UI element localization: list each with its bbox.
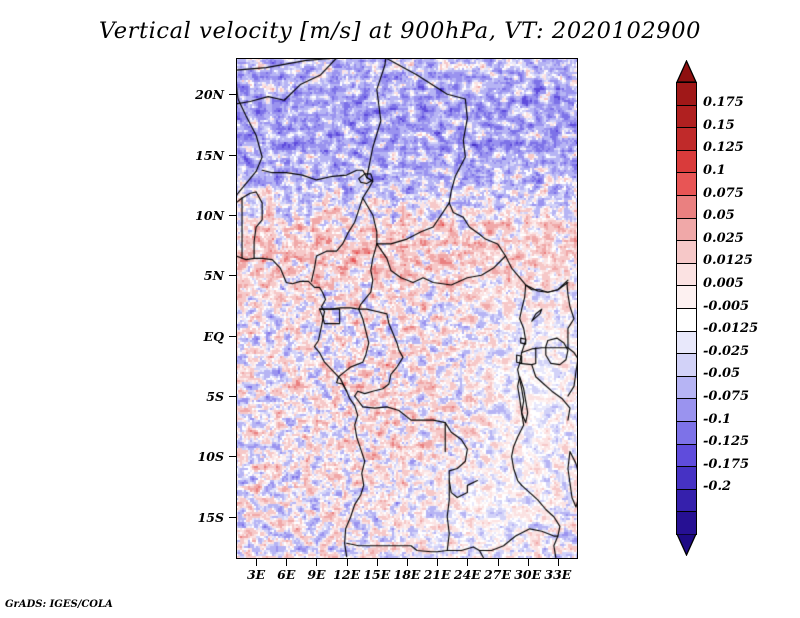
x-tick xyxy=(437,559,439,566)
y-tick xyxy=(229,275,236,277)
colorbar-swatch xyxy=(676,240,697,265)
colorbar-swatch xyxy=(676,421,697,445)
colorbar-tick-label: -0.1 xyxy=(703,411,732,427)
colorbar-tick-label: 0.0125 xyxy=(703,253,753,269)
colorbar-swatch xyxy=(676,262,697,287)
colorbar-tick-label: -0.0125 xyxy=(703,321,759,337)
y-tick xyxy=(229,396,236,398)
y-tick xyxy=(229,94,236,96)
colorbar-cap-bottom xyxy=(675,533,698,557)
y-axis-label: 10S xyxy=(197,449,224,465)
colorbar-tick-label: 0.15 xyxy=(703,117,735,133)
colorbar-swatch xyxy=(676,127,697,152)
colorbar-tick-label: -0.2 xyxy=(703,479,732,495)
colorbar-swatch xyxy=(676,217,697,242)
colorbar-swatch xyxy=(676,308,697,332)
colorbar-tick-label: 0.125 xyxy=(703,140,744,156)
colorbar-swatch xyxy=(676,285,697,310)
x-tick xyxy=(497,559,499,566)
x-tick xyxy=(527,559,529,566)
colorbar-tick-label: 0.075 xyxy=(703,185,744,201)
colorbar-tick-label: -0.175 xyxy=(703,456,750,472)
colorbar-tick-label: 0.1 xyxy=(703,162,726,178)
x-axis-label: 24E xyxy=(453,567,481,582)
colorbar-tick-label: -0.05 xyxy=(703,366,741,382)
colorbar-swatch xyxy=(676,149,697,174)
colorbar-swatch xyxy=(676,330,697,355)
y-axis-label: 20N xyxy=(195,87,224,103)
y-axis-label: 10N xyxy=(195,207,224,223)
x-tick xyxy=(407,559,408,566)
colorbar-tick-label: -0.005 xyxy=(703,298,750,314)
colorbar-swatch xyxy=(676,466,697,491)
y-axis-label: 15N xyxy=(195,147,224,163)
colorbar-swatch xyxy=(676,511,697,536)
x-axis-label: 18E xyxy=(393,567,421,582)
x-axis-label: 30E xyxy=(514,567,542,582)
y-tick xyxy=(229,214,236,216)
y-axis-label: 5S xyxy=(206,389,224,405)
colorbar-tick-label: 0.05 xyxy=(703,208,735,224)
x-tick xyxy=(557,559,559,566)
x-axis-label: 21E xyxy=(423,567,451,582)
y-axis-label: 5N xyxy=(203,268,224,284)
x-axis-label: 15E xyxy=(363,567,391,582)
x-tick xyxy=(346,559,348,566)
x-axis-label: 6E xyxy=(277,567,296,582)
colorbar-swatch xyxy=(676,104,697,129)
map-plot-area xyxy=(229,58,578,566)
colorbar-cap-top xyxy=(675,59,698,83)
vertical-velocity-heatmap xyxy=(236,58,578,559)
x-tick xyxy=(376,559,378,566)
colorbar-tick-label: 0.175 xyxy=(703,95,744,111)
colorbar-swatch xyxy=(676,375,697,400)
y-tick xyxy=(229,154,236,156)
x-tick xyxy=(256,559,258,566)
colorbar-swatch xyxy=(676,82,697,106)
colorbar-swatch xyxy=(676,488,697,513)
colorbar-swatch xyxy=(676,398,697,423)
y-axis-label: 15S xyxy=(197,509,224,525)
colorbar-tick-label: -0.075 xyxy=(703,388,750,404)
colorbar-swatch xyxy=(676,443,697,468)
footer-credit: GrADS: IGES/COLA xyxy=(5,599,113,610)
x-tick xyxy=(316,559,318,566)
colorbar: 0.175 0.15 0.125 0.1 0.075 0.05 0.025 0.0125 0.0… xyxy=(672,59,800,565)
x-axis-label: 9E xyxy=(307,567,326,582)
colorbar-tick-label: 0.025 xyxy=(703,230,744,246)
colorbar-swatch xyxy=(676,195,697,219)
colorbar-tick-label: -0.125 xyxy=(703,434,750,450)
x-tick xyxy=(286,559,288,566)
colorbar-tick-label: 0.005 xyxy=(703,275,744,291)
y-tick xyxy=(229,516,236,518)
colorbar-tick-label: -0.025 xyxy=(703,343,750,359)
x-axis-label: 3E xyxy=(246,567,266,582)
y-tick xyxy=(229,456,236,458)
x-axis-label: 12E xyxy=(333,567,361,582)
colorbar-swatch xyxy=(676,172,697,197)
y-axis-label: EQ xyxy=(203,328,224,344)
y-tick xyxy=(229,335,236,337)
colorbar-swatch xyxy=(676,353,697,378)
x-axis-label: 33E xyxy=(544,567,572,582)
page-title: Vertical velocity [m/s] at 900hPa, VT: 2… xyxy=(98,18,702,44)
x-tick xyxy=(467,559,469,566)
x-axis-label: 27E xyxy=(484,567,511,582)
